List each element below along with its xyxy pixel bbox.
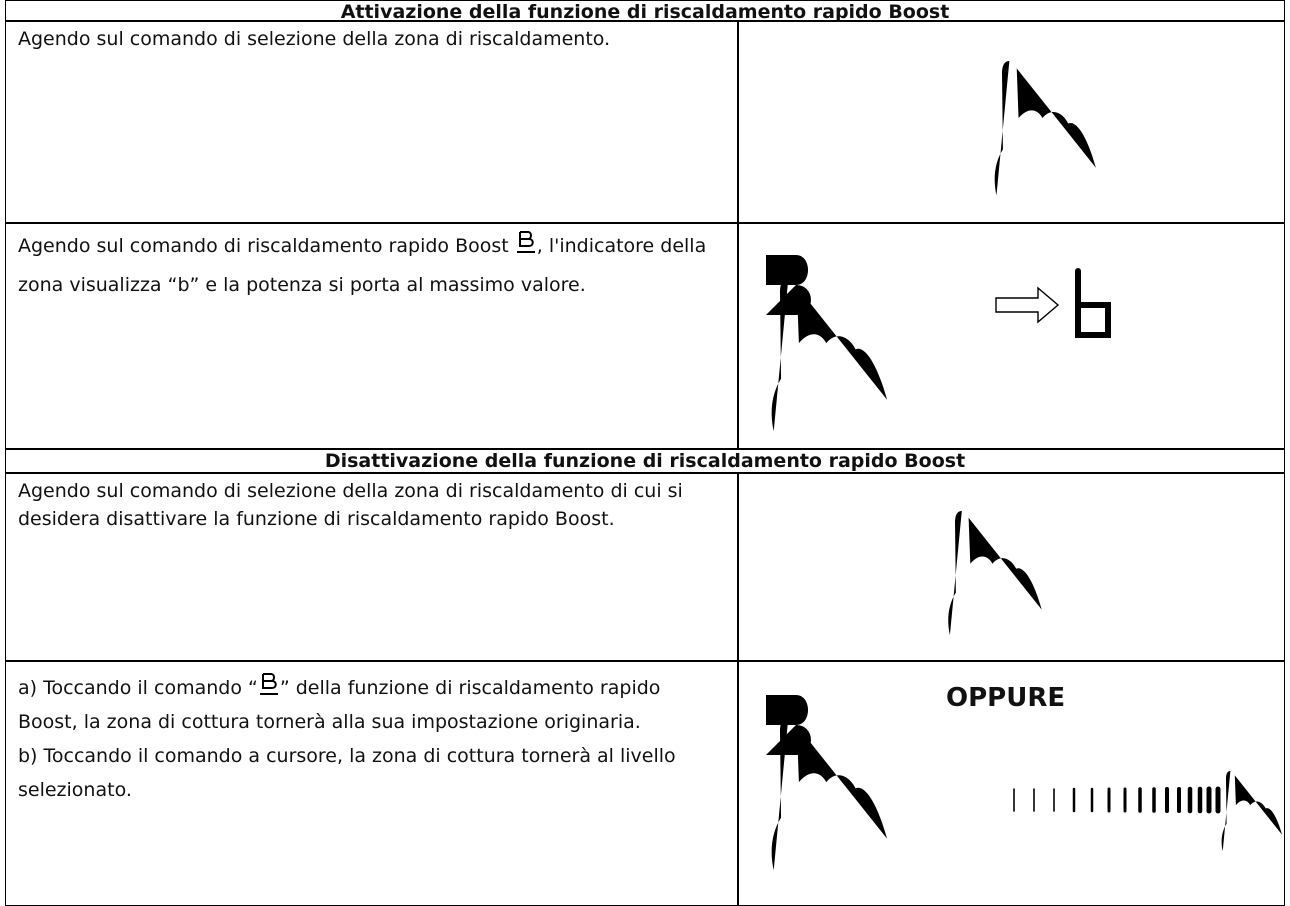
alternative-label: OPPURE bbox=[946, 683, 1066, 713]
instruction: Agendo sul comando di selezione della zo… bbox=[5, 20, 739, 224]
text: , l'indicatore della zona visualizza “b”… bbox=[18, 235, 707, 296]
boost-illustration bbox=[756, 255, 1111, 449]
instruction: Agendo sul comando di riscaldamento rapi… bbox=[5, 222, 739, 450]
text: Agendo sul comando di selezione della zo… bbox=[18, 28, 611, 50]
boost-symbol bbox=[516, 231, 535, 253]
illustration-cell bbox=[737, 222, 1285, 450]
boost-symbol bbox=[259, 673, 278, 695]
instruction: Agendo sul comando di selezione della zo… bbox=[5, 472, 739, 662]
illustration-cell bbox=[737, 472, 1285, 662]
section-title: Attivazione della funzione di riscaldame… bbox=[5, 0, 1285, 23]
section-title: Disattivazione della funzione di riscald… bbox=[5, 448, 1285, 474]
illustration-cell bbox=[737, 20, 1285, 224]
text: b) Toccando il comando a cursore, la zon… bbox=[18, 745, 676, 801]
touch-icon bbox=[948, 503, 1042, 659]
text: a) Toccando il comando “ bbox=[18, 677, 258, 699]
text: ” della funzione di riscaldamento rapido… bbox=[18, 677, 661, 733]
illustration-cell bbox=[737, 660, 1285, 906]
boost-or-slider-illustration bbox=[756, 695, 1283, 900]
instruction: a) Toccando il comando “” della funzione… bbox=[5, 660, 739, 906]
touch-icon bbox=[994, 53, 1096, 221]
text: Agendo sul comando di riscaldamento rapi… bbox=[18, 235, 515, 257]
text: Agendo sul comando di selezione della zo… bbox=[18, 480, 683, 530]
